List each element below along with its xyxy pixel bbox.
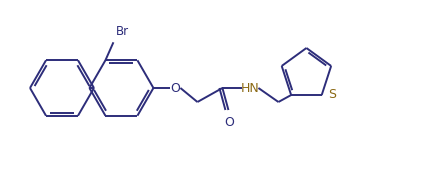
Text: Br: Br <box>115 25 128 38</box>
Text: O: O <box>170 81 180 95</box>
Text: HN: HN <box>240 81 259 95</box>
Text: S: S <box>327 88 335 101</box>
Text: O: O <box>224 116 234 129</box>
